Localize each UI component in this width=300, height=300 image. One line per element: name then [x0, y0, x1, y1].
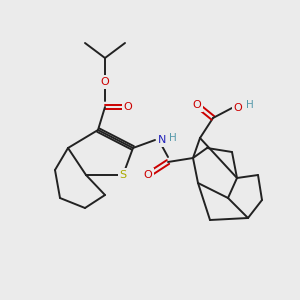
Text: O: O	[100, 77, 109, 87]
Text: S: S	[119, 170, 127, 180]
Text: H: H	[246, 100, 254, 110]
Text: N: N	[158, 135, 166, 145]
Text: H: H	[169, 133, 177, 143]
Text: O: O	[124, 102, 132, 112]
Text: O: O	[193, 100, 201, 110]
Text: O: O	[144, 170, 152, 180]
Text: O: O	[234, 103, 242, 113]
